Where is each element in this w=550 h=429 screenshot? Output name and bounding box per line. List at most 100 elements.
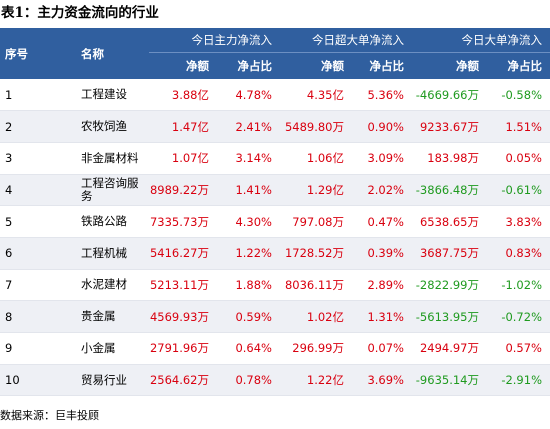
capital-flow-table: 序号 名称 今日主力净流入 今日超大单净流入 今日大单净流入 净额 净占比 净额…: [0, 28, 550, 397]
main-net-amount: 8989.22万: [149, 174, 217, 207]
row-number: 2: [0, 110, 37, 143]
table-row: 8 贵金属 4569.93万 0.59% 1.02亿 1.31% -5613.95万 -0.7…: [0, 300, 550, 333]
industry-name: 贸易行业: [37, 364, 149, 397]
super-large-net-ratio: 5.36%: [352, 79, 412, 112]
table-row: 1 工程建设 3.88亿 4.78% 4.35亿 5.36% -4669.66万 -0.58%: [0, 79, 550, 112]
table-body: 1 工程建设 3.88亿 4.78% 4.35亿 5.36% -4669.66万 -0.58%…: [0, 79, 550, 397]
industry-name: 水泥建材: [37, 269, 149, 302]
large-net-amount: -4669.66万: [412, 79, 487, 112]
row-number: 3: [0, 142, 37, 175]
header-group-super-large: 今日超大单净流入: [280, 28, 412, 53]
data-source-note: 数据来源：巨丰投顾: [0, 409, 99, 422]
super-large-net-ratio: 2.89%: [352, 269, 412, 302]
row-number: 8: [0, 300, 37, 333]
super-large-net-amount: 1.06亿: [280, 142, 352, 175]
large-net-ratio: -1.02%: [487, 269, 550, 302]
main-net-ratio: 4.30%: [217, 205, 280, 238]
industry-name: 工程咨询服务: [37, 174, 149, 207]
super-large-net-ratio: 0.39%: [352, 237, 412, 270]
row-number: 6: [0, 237, 37, 270]
header-group-large: 今日大单净流入: [412, 28, 550, 53]
industry-name: 铁路公路: [37, 205, 149, 238]
large-net-amount: 183.98万: [412, 142, 487, 175]
main-net-amount: 1.07亿: [149, 142, 217, 175]
table-row: 10 贸易行业 2564.62万 0.78% 1.22亿 3.69% -9635.14万 -2…: [0, 364, 550, 397]
super-large-net-ratio: 3.69%: [352, 364, 412, 397]
super-large-net-ratio: 2.02%: [352, 174, 412, 207]
main-net-ratio: 1.88%: [217, 269, 280, 302]
row-number: 4: [0, 174, 37, 207]
header-row-groups: 序号 名称 今日主力净流入 今日超大单净流入 今日大单净流入: [0, 28, 550, 79]
super-large-net-amount: 8036.11万: [280, 269, 352, 302]
industry-name: 工程机械: [37, 237, 149, 270]
header-name: 名称: [37, 28, 149, 79]
table-row: 4 工程咨询服务 8989.22万 1.41% 1.29亿 2.02% -3866.48万 -…: [0, 174, 550, 207]
header-net-amount: 净额: [280, 52, 352, 79]
page-title: 表1：主力资金流向的行业: [1, 5, 159, 21]
main-net-ratio: 0.78%: [217, 364, 280, 397]
super-large-net-amount: 1.02亿: [280, 300, 352, 333]
super-large-net-ratio: 1.31%: [352, 300, 412, 333]
main-net-amount: 1.47亿: [149, 110, 217, 143]
industry-name: 非金属材料: [37, 142, 149, 175]
main-net-ratio: 0.64%: [217, 332, 280, 365]
table-row: 7 水泥建材 5213.11万 1.88% 8036.11万 2.89% -2822.99万…: [0, 269, 550, 302]
row-number: 7: [0, 269, 37, 302]
large-net-amount: -3866.48万: [412, 174, 487, 207]
super-large-net-ratio: 0.47%: [352, 205, 412, 238]
industry-name: 农牧饲渔: [37, 110, 149, 143]
super-large-net-amount: 797.08万: [280, 205, 352, 238]
main-net-ratio: 3.14%: [217, 142, 280, 175]
large-net-amount: 9233.67万: [412, 110, 487, 143]
super-large-net-amount: 4.35亿: [280, 79, 352, 112]
large-net-amount: -5613.95万: [412, 300, 487, 333]
large-net-amount: -2822.99万: [412, 269, 487, 302]
header-net-ratio: 净占比: [217, 52, 280, 79]
super-large-net-amount: 1.22亿: [280, 364, 352, 397]
industry-name: 工程建设: [37, 79, 149, 112]
super-large-net-amount: 1.29亿: [280, 174, 352, 207]
table-row: 3 非金属材料 1.07亿 3.14% 1.06亿 3.09% 183.98万 0.05%: [0, 142, 550, 175]
main-net-ratio: 4.78%: [217, 79, 280, 112]
main-net-amount: 2564.62万: [149, 364, 217, 397]
row-number: 10: [0, 364, 37, 397]
table-row: 2 农牧饲渔 1.47亿 2.41% 5489.80万 0.90% 9233.67万 1.51…: [0, 110, 550, 143]
large-net-ratio: -2.91%: [487, 364, 550, 397]
industry-name: 小金属: [37, 332, 149, 365]
row-number: 1: [0, 79, 37, 112]
header-net-amount: 净额: [412, 52, 487, 79]
large-net-ratio: 0.57%: [487, 332, 550, 365]
main-net-amount: 3.88亿: [149, 79, 217, 112]
main-net-ratio: 0.59%: [217, 300, 280, 333]
large-net-ratio: -0.72%: [487, 300, 550, 333]
header-net-amount: 净额: [149, 52, 217, 79]
main-net-amount: 2791.96万: [149, 332, 217, 365]
main-net-ratio: 2.41%: [217, 110, 280, 143]
large-net-ratio: -0.61%: [487, 174, 550, 207]
large-net-ratio: -0.58%: [487, 79, 550, 112]
large-net-amount: 2494.97万: [412, 332, 487, 365]
main-net-amount: 5213.11万: [149, 269, 217, 302]
main-net-amount: 7335.73万: [149, 205, 217, 238]
table-row: 6 工程机械 5416.27万 1.22% 1728.52万 0.39% 3687.75万 0…: [0, 237, 550, 270]
row-number: 9: [0, 332, 37, 365]
super-large-net-amount: 5489.80万: [280, 110, 352, 143]
super-large-net-ratio: 0.07%: [352, 332, 412, 365]
main-net-ratio: 1.22%: [217, 237, 280, 270]
table-row: 5 铁路公路 7335.73万 4.30% 797.08万 0.47% 6538.65万 3.…: [0, 205, 550, 238]
header-net-ratio: 净占比: [352, 52, 412, 79]
main-net-amount: 5416.27万: [149, 237, 217, 270]
table-row: 9 小金属 2791.96万 0.64% 296.99万 0.07% 2494.97万 0.5…: [0, 332, 550, 365]
large-net-ratio: 1.51%: [487, 110, 550, 143]
industry-name: 贵金属: [37, 300, 149, 333]
super-large-net-amount: 1728.52万: [280, 237, 352, 270]
large-net-amount: 3687.75万: [412, 237, 487, 270]
large-net-amount: 6538.65万: [412, 205, 487, 238]
super-large-net-ratio: 0.90%: [352, 110, 412, 143]
header-group-main: 今日主力净流入: [149, 28, 280, 53]
header-no: 序号: [0, 28, 37, 79]
main-net-ratio: 1.41%: [217, 174, 280, 207]
super-large-net-amount: 296.99万: [280, 332, 352, 365]
large-net-ratio: 3.83%: [487, 205, 550, 238]
large-net-amount: -9635.14万: [412, 364, 487, 397]
